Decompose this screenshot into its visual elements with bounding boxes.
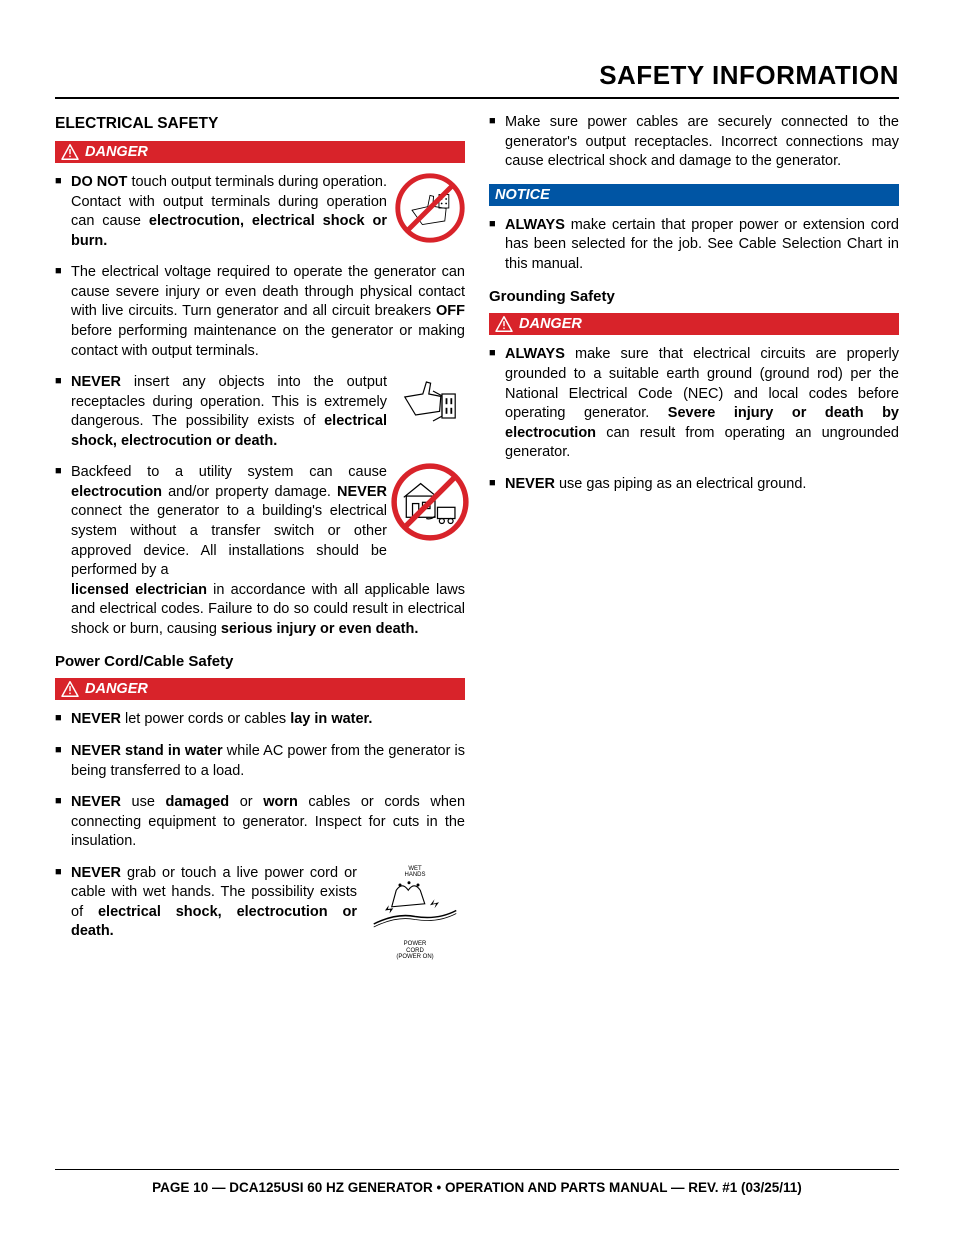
bf-c: and/or property damage. (162, 484, 337, 500)
danger-label: DANGER (85, 144, 148, 160)
item-text: The electrical voltage required to opera… (71, 264, 465, 319)
bf-a: Backfeed to a utility system can cause (71, 464, 387, 480)
bf-d: NEVER (337, 484, 387, 500)
content-columns: ELECTRICAL SAFETY DANGER DO NOT touch ou… (55, 113, 899, 973)
b3: worn (263, 794, 298, 810)
notice-list: ALWAYS make certain that proper power or… (489, 216, 899, 275)
warning-triangle-icon (495, 316, 513, 332)
bold-tail: lay in water. (290, 711, 372, 727)
item-text: use gas piping as an electrical ground. (555, 476, 807, 492)
wet-hands-icon: WET HANDS POWER CORD (POWER ON) (365, 864, 465, 961)
no-touch-terminals-icon (395, 173, 465, 243)
danger-banner: DANGER (489, 313, 899, 335)
power-cord-heading: Power Cord/Cable Safety (55, 653, 465, 670)
list-item: NEVER grab or touch a live power cord or… (55, 864, 465, 961)
wet-hands-caption-bottom: POWER CORD (POWER ON) (396, 941, 433, 961)
bold-lead: NEVER (71, 711, 121, 727)
electrical-safety-list: DO NOT touch output terminals during ope… (55, 173, 465, 639)
right-top-list: Make sure power cables are securely conn… (489, 113, 899, 172)
danger-banner: DANGER (55, 678, 465, 700)
bf-b: electrocution (71, 484, 162, 500)
bf-f: licensed electrician (71, 582, 207, 598)
bf-e: connect the generator to a building's el… (71, 503, 387, 578)
list-item: ALWAYS make certain that proper power or… (489, 216, 899, 275)
danger-label: DANGER (85, 681, 148, 697)
page-title: SAFETY INFORMATION (55, 60, 899, 99)
bold-lead: ALWAYS (505, 346, 565, 362)
danger-label: DANGER (519, 316, 582, 332)
bold-tail: electrical shock, electrocution or death… (71, 904, 357, 940)
item-text: Make sure power cables are securely conn… (505, 114, 899, 169)
list-item: NEVER let power cords or cables lay in w… (55, 710, 465, 730)
danger-banner: DANGER (55, 141, 465, 163)
no-backfeed-house-icon (395, 463, 465, 541)
list-item: NEVER use damaged or worn cables or cord… (55, 793, 465, 852)
grounding-list: ALWAYS make sure that electrical circuit… (489, 345, 899, 494)
list-item: Make sure power cables are securely conn… (489, 113, 899, 172)
list-item: ALWAYS make sure that electrical circuit… (489, 345, 899, 462)
notice-banner: NOTICE (489, 184, 899, 206)
warning-triangle-icon (61, 144, 79, 160)
notice-label: NOTICE (495, 187, 550, 203)
bold-lead: NEVER (71, 374, 121, 390)
bold-lead: NEVER (71, 794, 121, 810)
list-item: The electrical voltage required to opera… (55, 263, 465, 361)
list-item: NEVER use gas piping as an electrical gr… (489, 475, 899, 495)
item-text: let power cords or cables (121, 711, 290, 727)
left-column: ELECTRICAL SAFETY DANGER DO NOT touch ou… (55, 113, 465, 973)
warning-triangle-icon (61, 681, 79, 697)
list-item: Backfeed to a utility system can cause e… (55, 463, 465, 639)
t2: or (229, 794, 263, 810)
bold-lead: NEVER stand in water (71, 743, 223, 759)
hand-outlet-icon (395, 373, 465, 433)
item-text: make certain that proper power or extens… (505, 217, 899, 272)
b2: damaged (165, 794, 229, 810)
electrical-safety-heading: ELECTRICAL SAFETY (55, 115, 465, 133)
bold-lead: DO NOT (71, 174, 127, 190)
list-item: DO NOT touch output terminals during ope… (55, 173, 465, 251)
wet-hands-caption-top: WET HANDS (404, 866, 425, 879)
bold-lead: ALWAYS (505, 217, 565, 233)
bold-lead: NEVER (71, 865, 121, 881)
right-column: Make sure power cables are securely conn… (489, 113, 899, 973)
bold-mid: OFF (436, 303, 465, 319)
bf-h: serious injury or even death. (221, 621, 418, 637)
grounding-heading: Grounding Safety (489, 288, 899, 305)
bold-lead: NEVER (505, 476, 555, 492)
item-text-tail: before performing maintenance on the gen… (71, 323, 465, 359)
cord-safety-list: NEVER let power cords or cables lay in w… (55, 710, 465, 960)
list-item: NEVER insert any objects into the output… (55, 373, 465, 451)
page-footer: PAGE 10 — DCA125USI 60 HZ GENERATOR • OP… (55, 1169, 899, 1195)
t1: use (121, 794, 166, 810)
list-item: NEVER stand in water while AC power from… (55, 742, 465, 781)
